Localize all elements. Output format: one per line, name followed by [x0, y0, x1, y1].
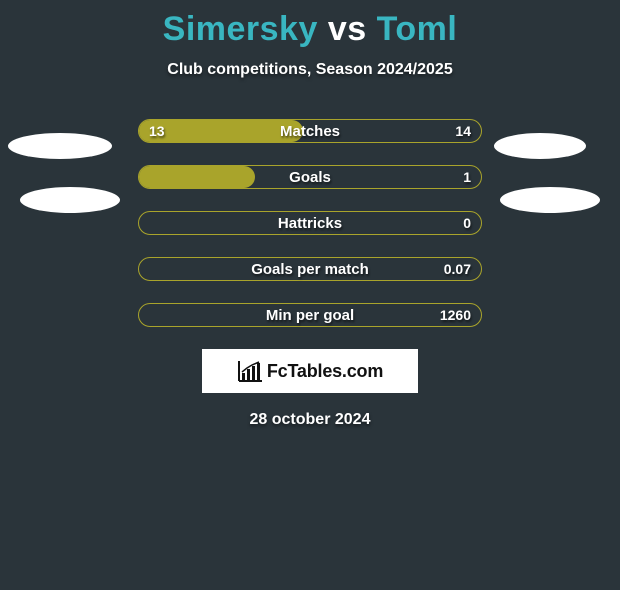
player2-name: Toml: [377, 10, 458, 48]
chart-icon: [237, 360, 263, 382]
bar-label: Hattricks: [139, 212, 481, 234]
bar-row: Matches1314: [138, 119, 482, 143]
bar-row: Min per goal1260: [138, 303, 482, 327]
bar-value-right: 1: [463, 166, 471, 188]
date-label: 28 october 2024: [0, 411, 620, 429]
decorative-ellipse: [494, 133, 586, 159]
decorative-ellipse: [8, 133, 112, 159]
bar-label: Goals per match: [139, 258, 481, 280]
bar-value-right: 1260: [440, 304, 471, 326]
bar-row: Goals1: [138, 165, 482, 189]
bar-label: Min per goal: [139, 304, 481, 326]
bar-value-right: 0.07: [444, 258, 471, 280]
comparison-bars: Matches1314 Goals1 Hattricks0 Goals per mat…: [138, 119, 482, 327]
bar-fill: [139, 166, 255, 188]
page-title: Simersky vs Toml: [0, 10, 620, 49]
vs-label: vs: [328, 10, 367, 48]
bar-value-right: 0: [463, 212, 471, 234]
brand-text: FcTables.com: [267, 361, 383, 382]
decorative-ellipse: [500, 187, 600, 213]
bar-row: Hattricks0: [138, 211, 482, 235]
subtitle: Club competitions, Season 2024/2025: [0, 61, 620, 79]
brand-badge: FcTables.com: [202, 349, 418, 393]
decorative-ellipse: [20, 187, 120, 213]
bar-fill: [139, 120, 303, 142]
player1-name: Simersky: [163, 10, 318, 48]
bar-row: Goals per match0.07: [138, 257, 482, 281]
bar-value-right: 14: [455, 120, 471, 142]
